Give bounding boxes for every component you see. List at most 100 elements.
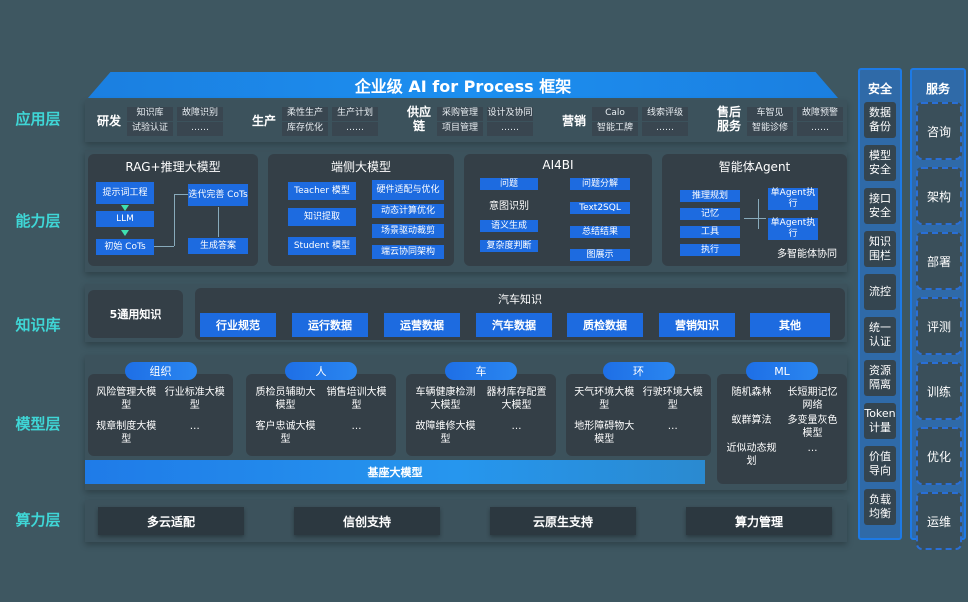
service-item[interactable]: 架构 [916, 167, 962, 225]
knowledge-item[interactable]: 其他 [750, 313, 830, 337]
compute-item[interactable]: 算力管理 [686, 507, 832, 535]
agent-box: 记忆 [680, 208, 740, 220]
compute-item[interactable]: 信创支持 [294, 507, 440, 535]
app-group-label: 售后服务 [716, 105, 741, 133]
model-item: … [189, 421, 200, 432]
security-item[interactable]: 负载均衡 [864, 489, 896, 525]
edge-panel: 端侧大模型 Teacher 模型 知识提取 Student 模型 硬件适配与优化… [268, 154, 454, 266]
edge-box: 知识提取 [288, 208, 356, 226]
compute-item[interactable]: 云原生支持 [490, 507, 636, 535]
app-item[interactable]: 智能诊修 [747, 122, 793, 136]
service-item[interactable]: 咨询 [916, 102, 962, 160]
service-title: 服务 [925, 82, 950, 96]
model-item: 车辆健康检测大模型 [415, 387, 476, 411]
security-item[interactable]: 价值导向 [864, 446, 896, 482]
app-item[interactable]: 线索评级 [642, 107, 688, 121]
model-panel [406, 374, 556, 456]
app-item[interactable]: 设计及协同 [487, 107, 533, 121]
rag-box: 生成答案 [188, 238, 248, 254]
model-item: 随机森林 [731, 387, 772, 398]
knowledge-item[interactable]: 质检数据 [567, 313, 643, 337]
rag-box: LLM [96, 211, 154, 227]
connector [154, 246, 174, 247]
arrow-icon [121, 230, 129, 236]
agent-title: 智能体Agent [718, 160, 791, 174]
service-item[interactable]: 部署 [916, 232, 962, 290]
model-item: 长短期记忆网络 [787, 387, 838, 411]
app-group-label: 营销 [561, 114, 586, 128]
app-item[interactable]: 故障预警 [797, 107, 843, 121]
security-item[interactable]: 资源隔离 [864, 360, 896, 396]
rag-box: 初始 CoTs [96, 239, 154, 255]
security-item[interactable]: 接口安全 [864, 188, 896, 224]
security-item[interactable]: 数据备份 [864, 102, 896, 138]
app-item[interactable]: Calo [592, 107, 638, 121]
knowledge-item[interactable]: 汽车数据 [476, 313, 552, 337]
app-item[interactable]: 生产计划 [332, 107, 378, 121]
app-item[interactable]: 试验认证 [127, 122, 173, 136]
knowledge-item[interactable]: 运行数据 [292, 313, 368, 337]
model-panel [566, 374, 711, 456]
edge-box: Teacher 模型 [288, 182, 356, 200]
security-item[interactable]: 知识围栏 [864, 231, 896, 267]
knowledge-item[interactable]: 行业规范 [200, 313, 276, 337]
connector [758, 199, 759, 229]
security-item[interactable]: 模型安全 [864, 145, 896, 181]
rag-panel: RAG+推理大模型 提示词工程 LLM 初始 CoTs 迭代完善 CoTs 生成… [88, 154, 258, 266]
model-item: … [807, 443, 818, 454]
edge-box: 动态计算优化 [372, 204, 444, 218]
model-item: 销售培训大模型 [326, 387, 387, 411]
model-item: 天气环境大模型 [574, 387, 635, 411]
app-item[interactable]: …… [177, 122, 223, 136]
page-title: 企业级 AI for Process 框架 [354, 77, 572, 96]
service-item[interactable]: 运维 [916, 492, 962, 550]
model-item: 行业标准大模型 [164, 387, 225, 411]
row-label-knowledge: 知识库 [15, 316, 61, 334]
base-model-bar: 基座大模型 [85, 460, 705, 484]
general-knowledge: 5通用知识 [88, 290, 183, 338]
app-item[interactable]: 故障识别 [177, 107, 223, 121]
app-item[interactable]: 项目管理 [437, 122, 483, 136]
security-item[interactable]: 流控 [864, 274, 896, 310]
title-banner: 企业级 AI for Process 框架 [88, 72, 838, 98]
ai4bi-box: 语义生成 [480, 220, 538, 232]
app-item[interactable]: 车智见 [747, 107, 793, 121]
app-item[interactable]: 柔性生产 [282, 107, 328, 121]
model-item: 器材库存配置大模型 [486, 387, 547, 411]
model-item: 近似动态规划 [726, 443, 777, 467]
edge-box: 硬件适配与优化 [372, 180, 444, 200]
auto-knowledge-title: 汽车知识 [498, 293, 542, 306]
ai4bi-box: 问题分解 [570, 178, 630, 190]
connector [174, 194, 188, 195]
ai4bi-panel: AI4BI 问题 意图识别 语义生成 复杂度判断 问题分解 Text2SQL 总… [464, 154, 652, 266]
model-item: 质检员辅助大模型 [255, 387, 316, 411]
ai4bi-box: 问题 [480, 178, 538, 190]
compute-item[interactable]: 多云适配 [98, 507, 244, 535]
security-item[interactable]: Token计量 [864, 403, 896, 439]
app-item[interactable]: 库存优化 [282, 122, 328, 136]
app-group-label: 研发 [96, 114, 121, 128]
app-item[interactable]: …… [642, 122, 688, 136]
service-item[interactable]: 评测 [916, 297, 962, 355]
app-item[interactable]: 智能工牌 [592, 122, 638, 136]
model-tag: ML [746, 362, 818, 380]
row-label-model: 模型层 [15, 415, 61, 433]
app-item[interactable]: …… [797, 122, 843, 136]
ai4bi-box: 图展示 [570, 249, 630, 261]
app-item[interactable]: …… [332, 122, 378, 136]
service-item[interactable]: 训练 [916, 362, 962, 420]
security-item[interactable]: 统一认证 [864, 317, 896, 353]
ai4bi-text: 意图识别 [489, 201, 529, 212]
agent-box: 单Agent执行 [768, 188, 818, 210]
app-group-label: 生产 [251, 114, 276, 128]
knowledge-item[interactable]: 营销知识 [659, 313, 735, 337]
agent-panel: 智能体Agent 推理规划 记忆 工具 执行 单Agent执行 单Agent执行… [662, 154, 847, 266]
model-item: 风险管理大模型 [96, 387, 157, 411]
app-item[interactable]: …… [487, 122, 533, 136]
knowledge-item[interactable]: 运营数据 [384, 313, 460, 337]
service-item[interactable]: 优化 [916, 427, 962, 485]
app-item[interactable]: 采购管理 [437, 107, 483, 121]
edge-box: Student 模型 [288, 237, 356, 255]
edge-box: 端云协同架构 [372, 245, 444, 259]
app-item[interactable]: 知识库 [127, 107, 173, 121]
